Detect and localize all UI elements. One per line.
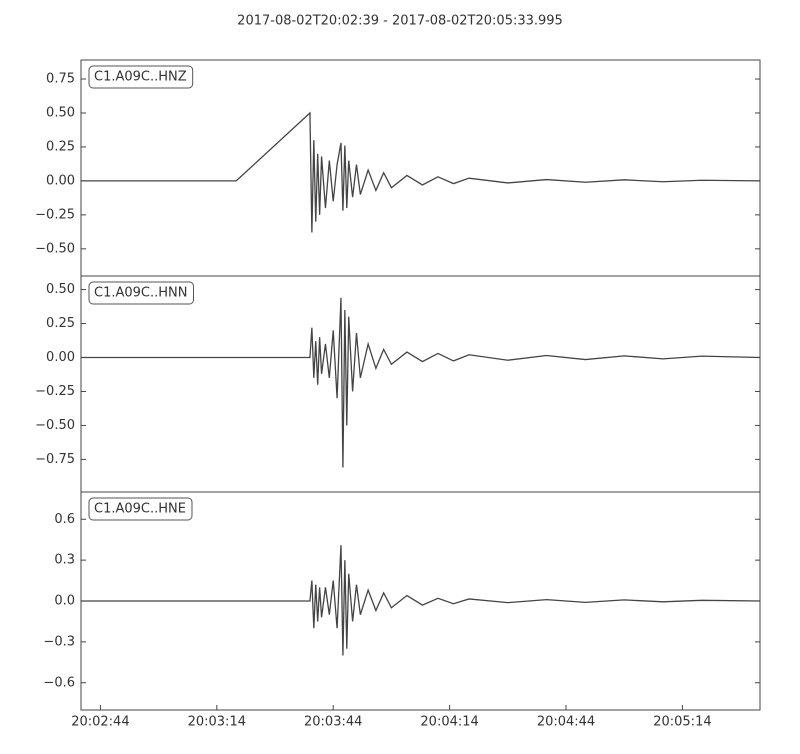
y-tick-label: 0.00: [46, 173, 75, 188]
x-tick-label: 20:04:14: [420, 715, 478, 730]
y-tick-label: 0.6: [54, 512, 75, 527]
panel-frame: [80, 275, 761, 493]
y-tick-label: −0.75: [35, 452, 75, 467]
y-tick-label: 0.00: [46, 350, 75, 365]
y-tick-label: −0.25: [35, 207, 75, 222]
x-tick-label: 20:04:44: [537, 715, 595, 730]
y-tick-label: −0.3: [43, 634, 75, 649]
panel-frame: [80, 59, 761, 277]
legend-box: [88, 65, 194, 89]
y-tick-label: 0.50: [46, 105, 75, 120]
x-tick-label: 20:03:14: [188, 715, 246, 730]
legend-label: C1.A09C..HNE: [94, 502, 186, 517]
chart-title: 2017-08-02T20:02:39 - 2017-08-02T20:05:3…: [237, 14, 563, 29]
legend-box: [88, 497, 193, 521]
y-tick-label: 0.25: [46, 139, 75, 154]
x-tick-label: 20:02:44: [71, 715, 129, 730]
y-tick-label: 0.0: [54, 594, 75, 609]
y-tick-label: 0.50: [46, 282, 75, 297]
y-tick-label: −0.50: [35, 241, 75, 256]
trace: [81, 545, 761, 656]
y-tick-label: −0.6: [43, 675, 75, 690]
legend-label: C1.A09C..HNZ: [94, 70, 187, 85]
legend-label: C1.A09C..HNN: [94, 286, 187, 301]
y-tick-label: 0.25: [46, 316, 75, 331]
y-tick-label: 0.3: [54, 553, 75, 568]
trace: [81, 111, 761, 233]
y-tick-label: −0.50: [35, 418, 75, 433]
x-tick-label: 20:05:14: [653, 715, 711, 730]
x-tick-label: 20:03:44: [304, 715, 362, 730]
trace: [81, 297, 761, 468]
y-tick-label: 0.75: [46, 72, 75, 87]
legend-box: [88, 281, 194, 305]
y-tick-label: −0.25: [35, 384, 75, 399]
